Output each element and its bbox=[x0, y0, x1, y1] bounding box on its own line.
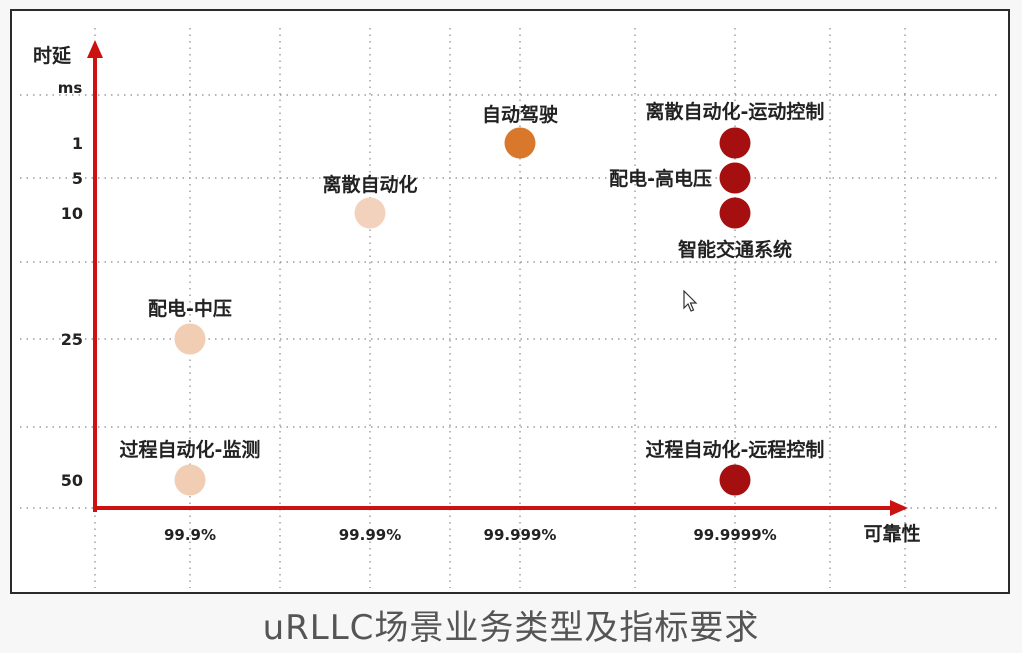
x-axis-arrow-icon bbox=[890, 500, 908, 516]
data-point bbox=[719, 127, 751, 159]
y-tick-label: 5 bbox=[72, 169, 83, 188]
x-tick-label: 99.99% bbox=[339, 526, 401, 544]
chart-frame bbox=[10, 9, 1010, 594]
chart-caption: uRLLC场景业务类型及指标要求 bbox=[262, 608, 760, 648]
data-point bbox=[174, 323, 206, 355]
y-axis-unit: ms bbox=[58, 79, 83, 97]
data-point bbox=[719, 162, 751, 194]
data-point bbox=[504, 127, 536, 159]
data-label: 过程自动化-监测 bbox=[120, 438, 261, 461]
y-axis-title: 时延 bbox=[33, 45, 72, 67]
y-tick-label: 1 bbox=[72, 134, 83, 153]
y-tick-label: 10 bbox=[61, 204, 83, 223]
data-label: 配电-高电压 bbox=[609, 167, 712, 190]
x-axis-title: 可靠性 bbox=[863, 522, 920, 545]
y-axis-arrow-icon bbox=[87, 40, 103, 58]
data-label: 离散自动化-运动控制 bbox=[646, 100, 825, 123]
data-label: 离散自动化 bbox=[322, 173, 417, 196]
data-label: 过程自动化-远程控制 bbox=[646, 438, 825, 461]
y-tick-label: 50 bbox=[61, 471, 83, 490]
tick-labels: 时延 ms 可靠性 1 5 10 25 50 99.9% 99.99% 99.999% 99.9999… bbox=[33, 45, 921, 545]
x-tick-label: 99.9999% bbox=[693, 526, 776, 544]
data-point bbox=[719, 464, 751, 496]
axes bbox=[87, 40, 908, 516]
data-label: 配电-中压 bbox=[148, 297, 232, 320]
x-tick-label: 99.9% bbox=[164, 526, 216, 544]
y-tick-label: 25 bbox=[61, 330, 83, 349]
data-label: 自动驾驶 bbox=[482, 103, 558, 126]
data-point bbox=[354, 197, 386, 229]
data-point bbox=[719, 197, 751, 229]
mouse-pointer-icon bbox=[683, 290, 698, 312]
data-label: 智能交通系统 bbox=[678, 238, 792, 261]
data-points bbox=[174, 127, 751, 496]
x-tick-label: 99.999% bbox=[484, 526, 557, 544]
data-point bbox=[174, 464, 206, 496]
